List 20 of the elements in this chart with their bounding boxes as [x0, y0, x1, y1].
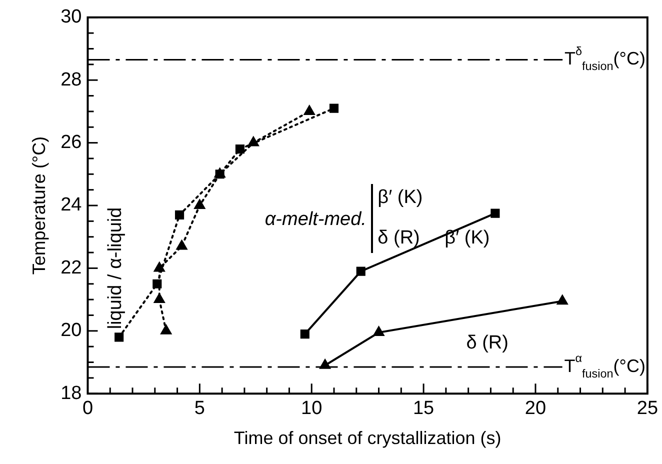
x-tick-label: 20 — [524, 398, 546, 420]
x-axis-title: Time of onset of crystallization (s) — [234, 428, 502, 448]
y-tick-label: 22 — [60, 257, 82, 278]
y-tick-label: 26 — [60, 132, 82, 154]
series-label: δ (R) — [466, 332, 508, 354]
y-tick-label: 30 — [60, 6, 82, 28]
x-tick-label: 25 — [636, 398, 658, 420]
annotation: δ (R) — [378, 228, 420, 249]
x-tick-label: 0 — [82, 398, 94, 420]
y-tick-label: 24 — [60, 194, 82, 216]
annotation: α-melt-med. — [264, 208, 366, 230]
annotation: liquid / α-liquid — [104, 207, 126, 330]
y-tick-label: 28 — [60, 69, 82, 90]
y-axis-title: Temperature (°C) — [28, 136, 49, 275]
y-tick-label: 18 — [60, 382, 82, 404]
annotation: β′ (K) — [378, 186, 423, 208]
x-tick-label: 10 — [301, 398, 322, 420]
y-tick-label: 20 — [60, 320, 82, 342]
x-tick-label: 5 — [194, 398, 205, 420]
x-tick-label: 15 — [412, 398, 434, 420]
